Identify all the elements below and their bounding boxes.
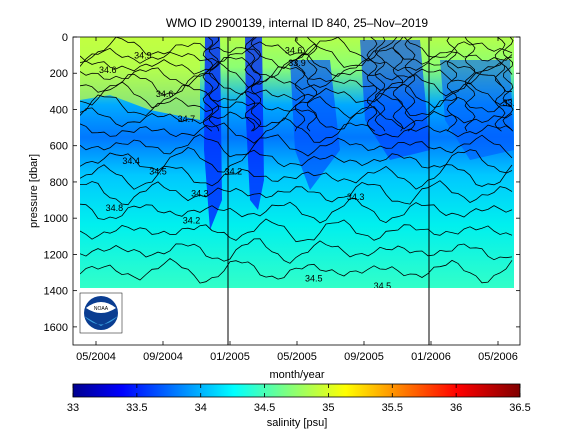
y-tick-label: 1600 <box>44 322 68 334</box>
contour-line <box>80 134 513 159</box>
contour-line <box>80 218 513 243</box>
y-tick-label: 200 <box>50 68 68 80</box>
contour-label: 34.7 <box>178 114 196 124</box>
colorbar-tick-label: 35.5 <box>382 402 403 414</box>
contour-line <box>294 37 306 132</box>
contour-label: 34.2 <box>183 216 201 226</box>
colorbar-tick-label: 36.5 <box>509 402 530 414</box>
contour-line <box>80 180 513 206</box>
contour-label: 34.8 <box>106 203 124 213</box>
contour-label: 34.9 <box>134 51 152 61</box>
contour-line <box>464 37 476 132</box>
colorbar-tick-label: 35 <box>322 402 334 414</box>
contour-label: 34.6 <box>285 45 303 55</box>
contour-label: 34.5 <box>523 277 541 287</box>
x-tick-label: 05/2004 <box>76 351 116 363</box>
x-tick-label: 09/2004 <box>143 351 183 363</box>
vertical-markers <box>227 37 430 345</box>
contour-labels: 34.6 34.6 34.7 34.5 34.4 34.3 34.2 34.2 34.8 34.9… <box>99 45 541 291</box>
contour-label: 34.5 <box>149 167 167 177</box>
colorbar-tick-label: 36 <box>450 402 462 414</box>
contour-line <box>494 37 506 132</box>
logo-text: NOAA <box>94 306 109 312</box>
contour-line <box>80 117 513 144</box>
y-axis: 0 200 400 600 800 1000 1200 1400 1600 <box>44 32 520 334</box>
colorbar-tick-label: 34.5 <box>254 402 275 414</box>
colorbar <box>72 383 521 398</box>
colorbar-ticks: 33 33.5 34 34.5 35 35.5 36 36.5 <box>67 384 531 414</box>
contour-label: 34.3 <box>191 188 209 198</box>
contour-lines <box>80 37 514 284</box>
y-tick-label: 1000 <box>44 213 68 225</box>
y-tick-label: 400 <box>50 104 68 116</box>
contour-label: 34.3 <box>347 192 365 202</box>
x-axis-label: month/year <box>269 369 324 381</box>
contour-line <box>208 37 220 132</box>
y-tick-label: 800 <box>50 177 68 189</box>
y-axis-label: pressure [dbar] <box>28 154 40 228</box>
contour-line <box>244 37 256 132</box>
x-tick-label: 09/2005 <box>344 351 384 363</box>
contour-line <box>502 37 514 132</box>
low-salinity-band-5 <box>440 60 514 160</box>
contour-line <box>80 72 513 97</box>
y-tick-label: 0 <box>62 32 68 44</box>
contour-label: 34.6 <box>99 65 117 75</box>
contour-line <box>392 37 404 132</box>
contour-line <box>80 37 513 62</box>
data-area: 34.6 34.6 34.7 34.5 34.4 34.3 34.2 34.2 34.8 34.9… <box>80 37 541 291</box>
contour-label: 33.9 <box>288 58 306 68</box>
contour-line <box>366 37 378 132</box>
colorbar-tick-label: 33 <box>67 402 79 414</box>
contour-line <box>80 106 513 131</box>
contour-line <box>306 37 318 132</box>
contour-line <box>250 37 262 132</box>
contour-label: 33.8 <box>503 98 521 108</box>
contour-label: 34.5 <box>305 274 323 284</box>
contour-line <box>80 198 513 224</box>
y-tick-label: 1200 <box>44 249 68 261</box>
colorbar-label: salinity [psu] <box>267 417 328 429</box>
colorbar-tick-label: 33.5 <box>126 402 147 414</box>
x-tick-label: 01/2005 <box>210 351 250 363</box>
contour-line <box>80 60 513 88</box>
x-tick-label: 05/2005 <box>277 351 317 363</box>
contour-label: 34.5 <box>374 281 392 291</box>
contour-line <box>80 257 513 284</box>
chart-title: WMO ID 2900139, internal ID 840, 25–Nov–… <box>166 16 428 30</box>
contour-line <box>80 92 513 119</box>
plot-frame <box>72 36 521 346</box>
y-tick-label: 600 <box>50 141 68 153</box>
contour-line <box>446 37 458 132</box>
noaa-logo: NOAA <box>79 292 123 334</box>
contour-label: 34.6 <box>156 89 174 99</box>
contour-line <box>80 238 513 264</box>
low-salinity-band-1 <box>204 37 222 230</box>
x-axis: 05/2004 09/2004 01/2005 05/2005 09/2005 01/20… <box>76 37 518 363</box>
contour-line <box>202 37 214 132</box>
contour-line <box>80 164 513 190</box>
contour-label: 34.4 <box>122 156 140 166</box>
x-tick-label: 01/2006 <box>411 351 451 363</box>
contour-label: 34.2 <box>225 167 243 177</box>
contour-label: 34.5 <box>519 110 537 120</box>
contour-line <box>80 146 513 174</box>
contour-line <box>80 81 513 109</box>
contour-line <box>80 53 513 79</box>
contour-line <box>404 37 416 132</box>
colorbar-tick-label: 34 <box>195 402 207 414</box>
contour-line <box>374 37 386 132</box>
y-tick-label: 1400 <box>44 286 68 298</box>
x-tick-label: 05/2006 <box>478 351 518 363</box>
